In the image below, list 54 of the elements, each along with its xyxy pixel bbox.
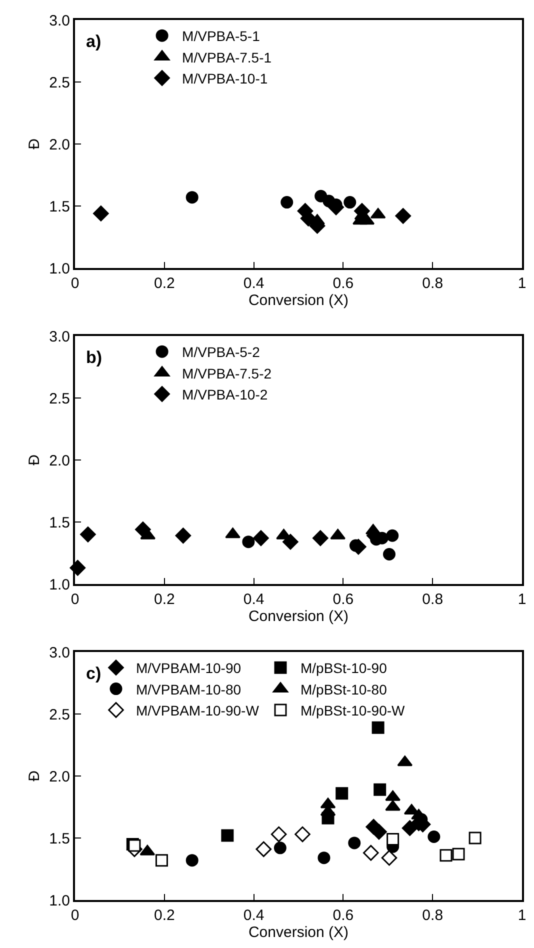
legend-label: M/VPBAM-10-80 [136, 681, 242, 698]
y-tick-label: 1.5 [49, 198, 70, 216]
y-tick-label: 3.0 [49, 12, 70, 30]
y-tick-label: 3.0 [49, 328, 70, 346]
annotation: b) [86, 348, 102, 367]
x-tick-label: 1 [518, 275, 526, 292]
x-tick-label: 0.4 [243, 907, 264, 924]
y-axis-title: Đ [26, 770, 43, 782]
x-axis-title: Conversion (X) [248, 292, 349, 309]
y-tick-label: 2.0 [49, 452, 70, 470]
x-tick-label: 0.4 [243, 275, 264, 292]
x-tick-label: 0.8 [422, 907, 444, 924]
x-tick-label: 1 [518, 591, 526, 608]
x-tick-label: 0.6 [332, 591, 354, 608]
x-tick-label: 0 [70, 591, 80, 608]
y-axis-title: Đ [26, 138, 43, 150]
y-tick-label: 1.5 [49, 514, 70, 532]
legend-label: M/VPBA-10-1 [182, 70, 268, 86]
y-tick-label: 2.5 [49, 74, 70, 92]
y-tick-label: 2.5 [49, 706, 70, 724]
x-axis-title: Conversion (X) [248, 608, 349, 625]
x-tick-label: 1 [518, 907, 526, 924]
y-tick-label: 2.5 [49, 390, 70, 408]
x-tick-label: 0.8 [422, 591, 444, 608]
legend-label: M/pBSt-10-90 [300, 660, 388, 676]
y-tick-label: 1.0 [49, 260, 70, 278]
annotation: a) [86, 32, 102, 51]
x-tick-label: 0.2 [154, 591, 175, 608]
y-tick-label: 1.0 [49, 892, 70, 910]
x-tick-label: 0.2 [154, 275, 175, 292]
x-tick-label: 0 [70, 275, 80, 292]
y-tick-label: 3.0 [49, 644, 70, 662]
x-tick-label: 0.4 [243, 591, 264, 608]
legend-label: M/VPBA-10-2 [182, 386, 268, 402]
annotation: c) [86, 664, 102, 683]
legend-label: M/VPBA-7.5-2 [182, 365, 272, 382]
legend-label: M/pBSt-10-80 [300, 681, 388, 698]
y-tick-label: 1.5 [49, 830, 70, 848]
y-tick-label: 2.0 [49, 768, 70, 786]
legend-label: M/pBSt-10-90-W [300, 702, 406, 718]
y-tick-label: 1.0 [49, 576, 70, 594]
x-tick-label: 0.6 [332, 275, 354, 292]
x-tick-label: 0.8 [422, 275, 444, 292]
x-tick-label: 0 [70, 907, 80, 924]
y-tick-label: 2.0 [49, 136, 70, 154]
legend-label: M/VPBA-7.5-1 [182, 49, 272, 66]
x-tick-label: 0.6 [332, 907, 354, 924]
legend-label: M/VPBA-5-2 [182, 344, 260, 360]
x-axis-title: Conversion (X) [248, 924, 349, 941]
y-axis-title: Đ [26, 454, 43, 466]
legend-label: M/VPBAM-10-90 [136, 660, 242, 676]
legend-label: M/VPBA-5-1 [182, 28, 260, 44]
x-tick-label: 0.2 [154, 907, 175, 924]
legend-label: M/VPBAM-10-90-W [136, 702, 260, 718]
